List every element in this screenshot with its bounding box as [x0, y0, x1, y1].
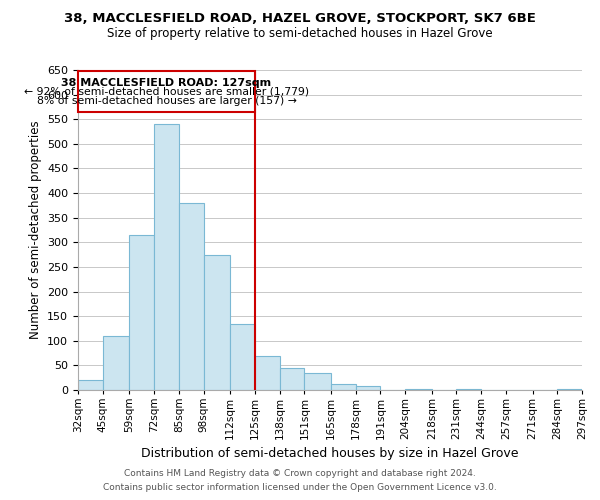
- Text: Contains HM Land Registry data © Crown copyright and database right 2024.: Contains HM Land Registry data © Crown c…: [124, 468, 476, 477]
- Bar: [130, 235, 154, 390]
- Y-axis label: Number of semi-detached properties: Number of semi-detached properties: [29, 120, 41, 340]
- Text: 38 MACCLESFIELD ROAD: 127sqm: 38 MACCLESFIELD ROAD: 127sqm: [61, 78, 272, 88]
- Bar: [255, 356, 280, 390]
- Bar: [78, 71, 255, 112]
- Bar: [280, 368, 304, 390]
- Text: Size of property relative to semi-detached houses in Hazel Grove: Size of property relative to semi-detach…: [107, 28, 493, 40]
- Bar: [304, 373, 331, 390]
- Bar: [203, 254, 230, 390]
- Bar: [179, 203, 203, 390]
- Bar: [103, 336, 130, 390]
- Bar: [557, 388, 582, 390]
- Bar: [356, 386, 380, 390]
- Bar: [154, 124, 179, 390]
- Text: 8% of semi-detached houses are larger (157) →: 8% of semi-detached houses are larger (1…: [37, 96, 296, 106]
- Text: Contains public sector information licensed under the Open Government Licence v3: Contains public sector information licen…: [103, 484, 497, 492]
- Bar: [78, 380, 103, 390]
- Bar: [405, 388, 432, 390]
- Text: ← 92% of semi-detached houses are smaller (1,779): ← 92% of semi-detached houses are smalle…: [24, 86, 309, 97]
- Bar: [230, 324, 255, 390]
- X-axis label: Distribution of semi-detached houses by size in Hazel Grove: Distribution of semi-detached houses by …: [141, 448, 519, 460]
- Bar: [331, 384, 356, 390]
- Bar: [457, 389, 481, 390]
- Text: 38, MACCLESFIELD ROAD, HAZEL GROVE, STOCKPORT, SK7 6BE: 38, MACCLESFIELD ROAD, HAZEL GROVE, STOC…: [64, 12, 536, 26]
